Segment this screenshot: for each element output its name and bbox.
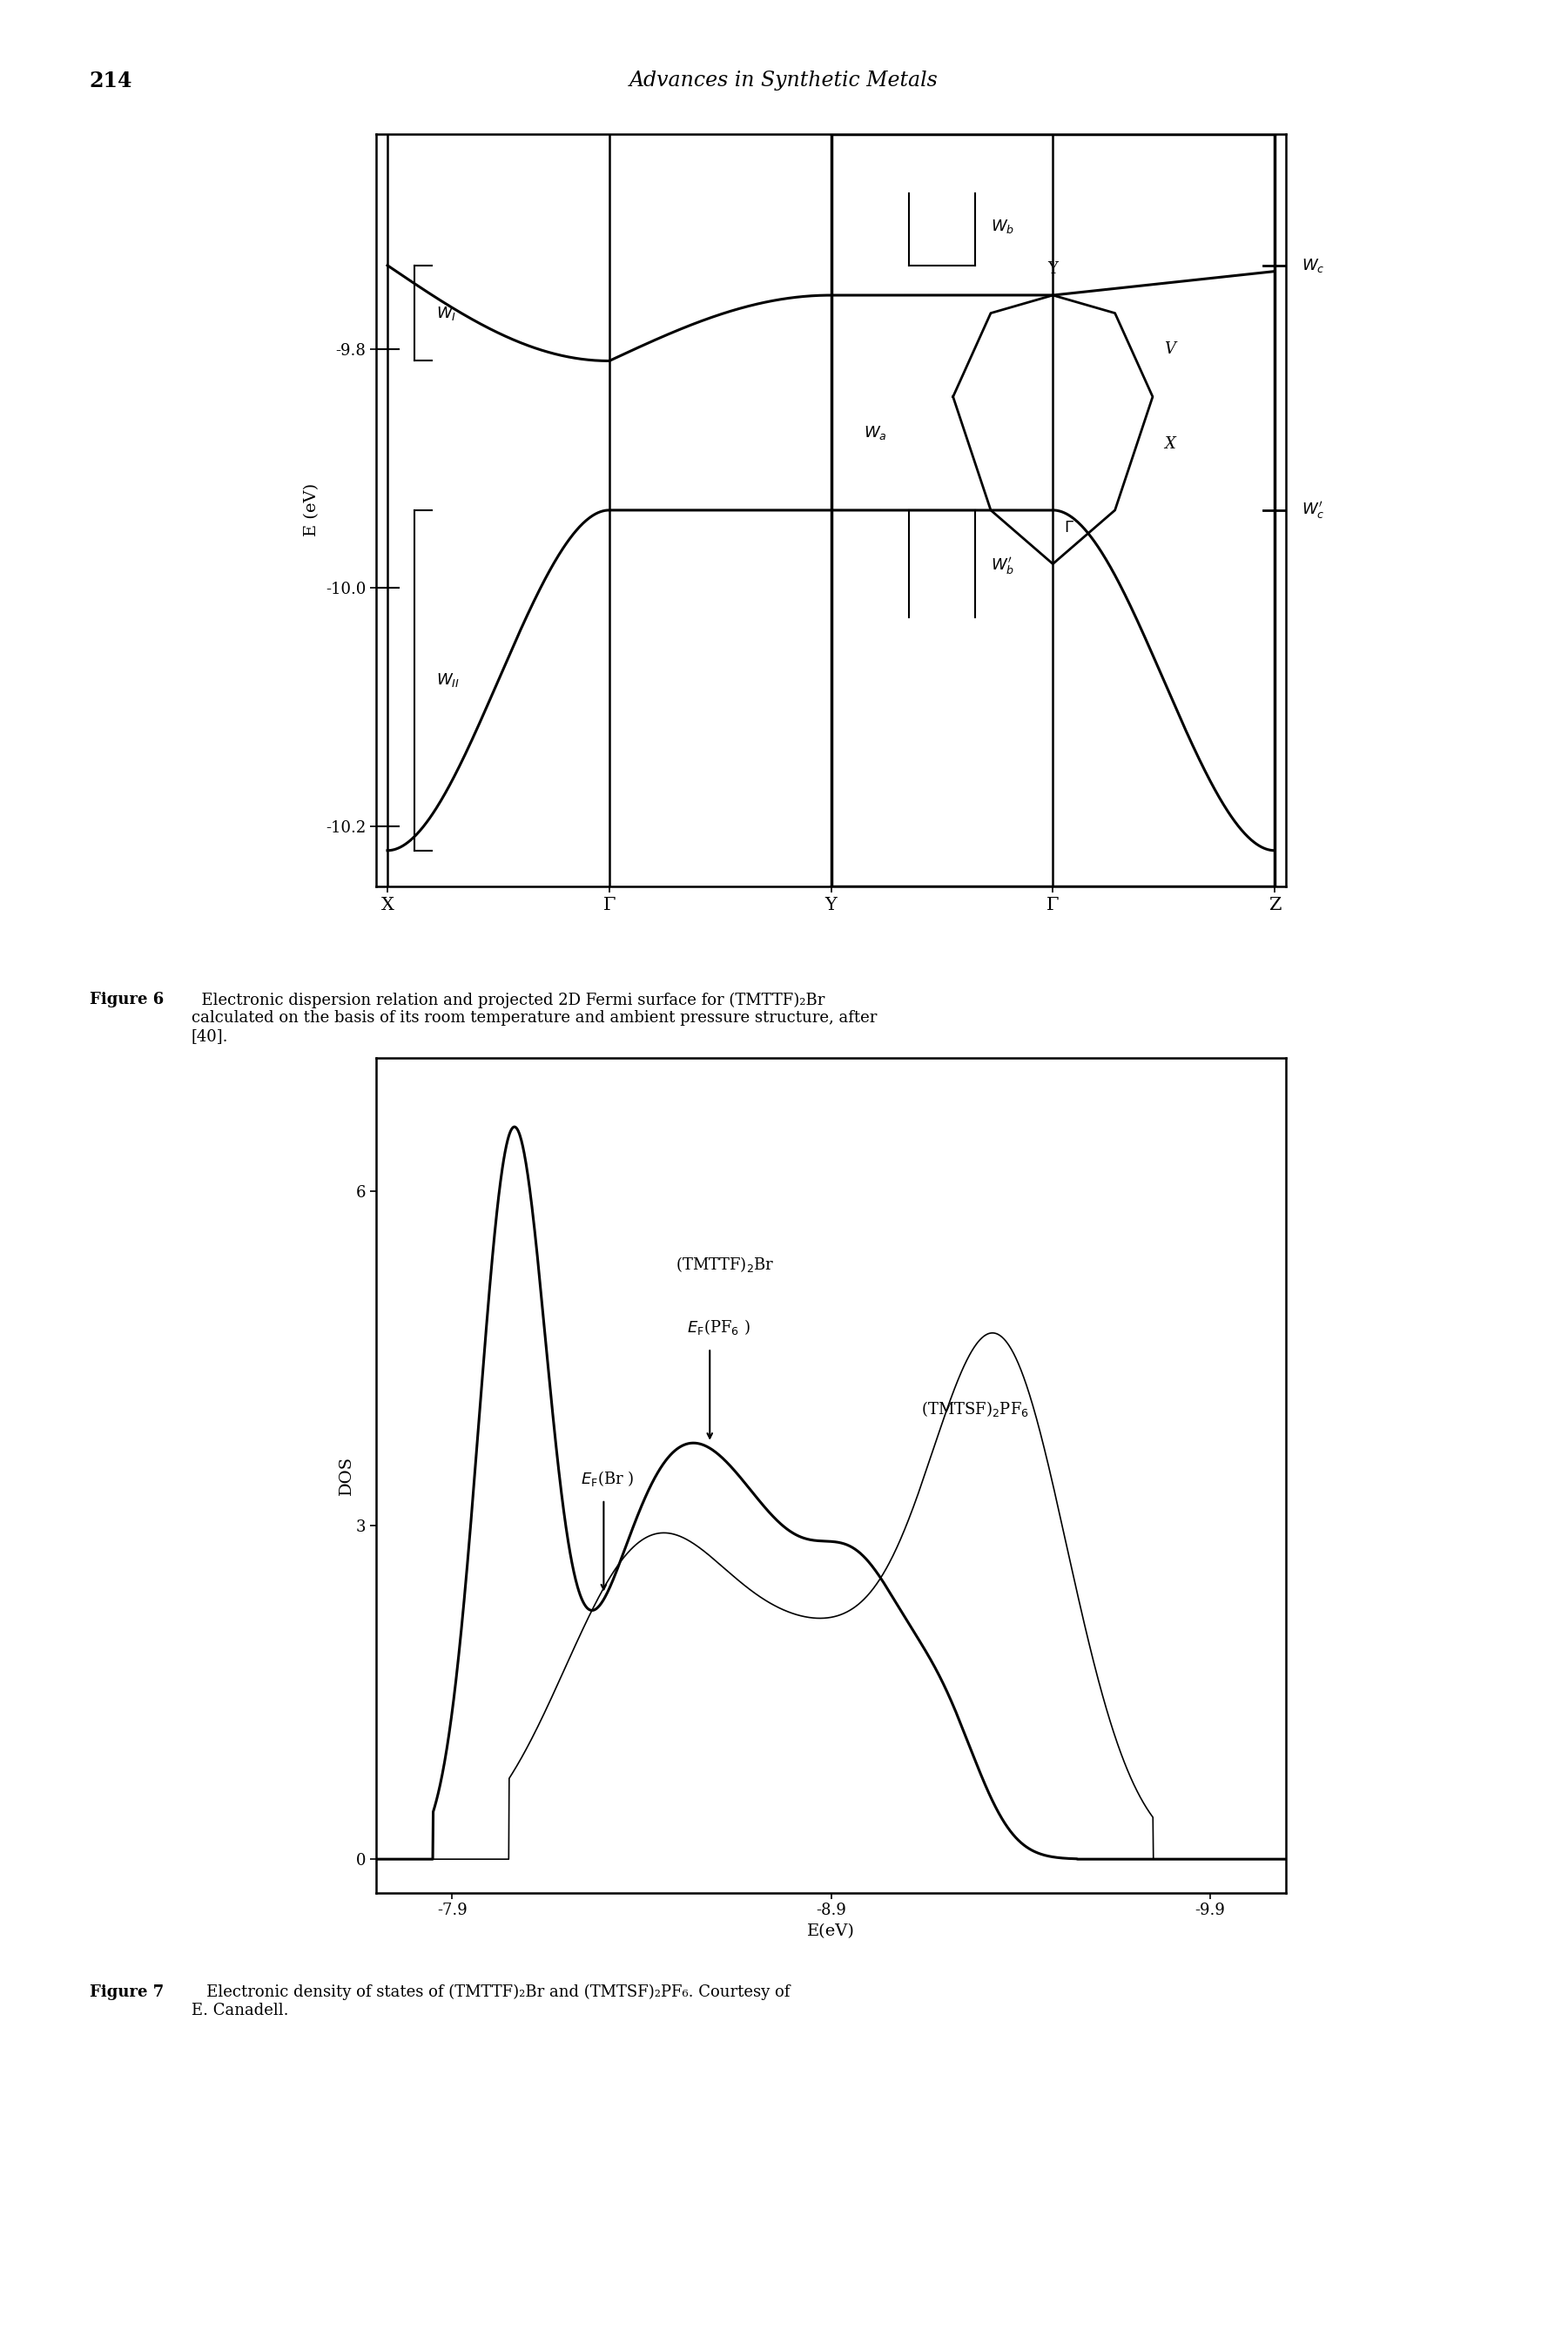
Text: $W_b$: $W_b$ bbox=[991, 219, 1014, 235]
Text: $\Gamma$: $\Gamma$ bbox=[1065, 520, 1074, 536]
X-axis label: E(eV): E(eV) bbox=[808, 1923, 855, 1940]
Text: Figure 7: Figure 7 bbox=[89, 1984, 163, 2001]
Y-axis label: DOS: DOS bbox=[339, 1455, 354, 1495]
Text: Electronic density of states of (TMTTF)₂Br and (TMTSF)₂PF₆. Courtesy of
E. Canad: Electronic density of states of (TMTTF)₂… bbox=[191, 1984, 790, 2017]
Text: $W_b'$: $W_b'$ bbox=[991, 557, 1014, 578]
Text: $W_a$: $W_a$ bbox=[864, 423, 887, 442]
Text: $E_{\rm F}$(PF$_6$ ): $E_{\rm F}$(PF$_6$ ) bbox=[687, 1317, 751, 1338]
Text: Figure 6: Figure 6 bbox=[89, 992, 163, 1009]
Text: $E_{\rm F}$(Br ): $E_{\rm F}$(Br ) bbox=[580, 1469, 635, 1488]
Text: $W_c'$: $W_c'$ bbox=[1301, 501, 1325, 520]
Text: Y: Y bbox=[1047, 261, 1058, 277]
Text: X: X bbox=[1163, 437, 1174, 451]
Text: Advances in Synthetic Metals: Advances in Synthetic Metals bbox=[630, 71, 938, 92]
Text: V: V bbox=[1163, 341, 1174, 357]
Text: $W_{II}$: $W_{II}$ bbox=[436, 672, 459, 689]
Text: Electronic dispersion relation and projected 2D Fermi surface for (TMTTF)₂Br
cal: Electronic dispersion relation and proje… bbox=[191, 992, 877, 1044]
Text: (TMTSF)$_2$PF$_6$: (TMTSF)$_2$PF$_6$ bbox=[920, 1399, 1029, 1418]
Text: 214: 214 bbox=[89, 71, 132, 92]
Text: (TMTTF)$_2$Br: (TMTTF)$_2$Br bbox=[676, 1255, 775, 1274]
Text: $W_I$: $W_I$ bbox=[436, 303, 456, 322]
Text: $W_c$: $W_c$ bbox=[1301, 256, 1325, 275]
Y-axis label: E (eV): E (eV) bbox=[304, 484, 320, 536]
